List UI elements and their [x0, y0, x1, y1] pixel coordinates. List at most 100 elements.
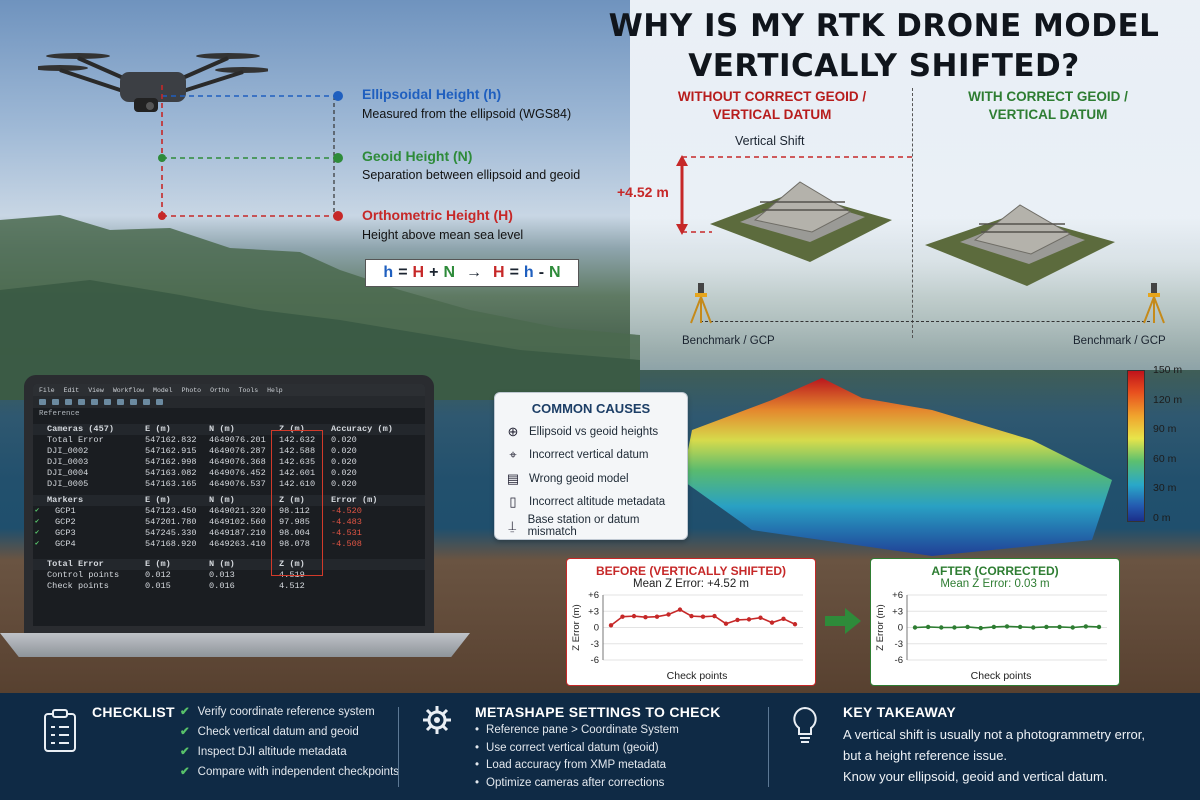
marker-row[interactable]: GCP4 547168.920 4649263.410 98.078 -4.508 ✔ [33, 539, 425, 550]
menu-item[interactable]: Workflow [112, 386, 145, 394]
camera-row[interactable]: DJI_0003 547162.998 4649076.368 142.635 0.02… [33, 457, 425, 468]
tool-icon[interactable] [78, 399, 85, 405]
menu-item[interactable]: Model [153, 386, 173, 394]
cause-item: ⊕ Ellipsoid vs geoid heights [505, 420, 677, 444]
legend-tick-label: 30 m [1153, 482, 1177, 494]
camera-row[interactable]: DJI_0004 547163.082 4649076.452 142.601 0.02… [33, 468, 425, 479]
table-cell: 4.512 [279, 581, 305, 591]
table-cell: -4.483 [331, 517, 362, 527]
column-header: N (m) [209, 424, 235, 434]
table-cell: GCP4 [55, 539, 76, 549]
data-point [608, 623, 614, 628]
y-tick-label: +3 [588, 606, 599, 617]
table-cell: 142.632 [279, 435, 316, 445]
checklist-item-text: Check vertical datum and geoid [197, 726, 359, 738]
data-point [1031, 625, 1036, 630]
marker-row[interactable]: GCP3 547245.330 4649187.210 98.004 -4.531 ✔ [33, 528, 425, 539]
table-cell: 547163.082 [145, 468, 197, 478]
data-point [1017, 624, 1023, 630]
vertical-shift-value: +4.52 m [617, 184, 669, 200]
table-cell: GCP2 [55, 517, 76, 527]
reference-table: Cameras (457) E (m) N (m) Z (m) Accuracy (m)… [33, 424, 425, 624]
tool-icon[interactable] [143, 399, 150, 405]
camera-row[interactable]: DJI_0002 547162.915 4649076.287 142.588 0.02… [33, 446, 425, 457]
after-chart-subtitle: Mean Z Error: 0.03 m [940, 578, 1050, 590]
marker-row[interactable]: GCP1 547123.450 4649021.320 98.112 -4.520 ✔ [33, 506, 425, 517]
camera-row[interactable]: DJI_0005 547163.165 4649076.537 142.610 0.02… [33, 479, 425, 490]
table-cell: 4649102.560 [209, 517, 266, 527]
check-icon: ✔ [180, 766, 190, 778]
menu-item[interactable]: File [39, 386, 55, 394]
settings-list: • Reference pane > Coordinate System • Use … [475, 722, 679, 792]
table-cell: 0.020 [331, 435, 357, 445]
menu-item[interactable]: Edit [63, 386, 80, 394]
reference-pane-title: Reference [39, 410, 80, 418]
menu-item[interactable]: View [88, 386, 104, 394]
menu-item[interactable]: Tools [238, 386, 259, 394]
table-cell: 142.588 [279, 446, 316, 456]
table-cell: GCP3 [55, 528, 76, 538]
table-cell: 4649021.320 [209, 506, 266, 516]
bullet-icon: • [475, 776, 480, 789]
without-geoid-line2: VERTICAL DATUM [712, 107, 832, 122]
check-icon: ✔ [180, 706, 190, 718]
tool-icon[interactable] [104, 399, 111, 405]
column-header: Cameras (457) [47, 424, 115, 434]
z-column-highlight [271, 430, 323, 576]
checkbox-icon[interactable]: ✔ [35, 507, 40, 515]
marker-row[interactable]: GCP2 547201.780 4649102.560 97.985 -4.483 ✔ [33, 517, 425, 528]
y-tick-label: 0 [898, 623, 903, 634]
with-geoid-heading: WITH CORRECT GEOID / VERTICAL DATUM [928, 88, 1168, 124]
tool-icon[interactable] [39, 399, 46, 405]
model-shifted-image [710, 181, 892, 262]
bullet-icon: • [475, 759, 480, 771]
ellipsoidal-height-label: Ellipsoidal Height (h) [362, 86, 502, 102]
tool-icon[interactable] [52, 399, 59, 405]
formula-h: h [383, 264, 394, 281]
before-chart-subtitle: Mean Z Error: +4.52 m [633, 578, 749, 590]
data-point [620, 614, 625, 619]
y-tick-label: -3 [591, 639, 599, 650]
formula-H2: H [493, 264, 505, 281]
benchmark-right-label: Benchmark / GCP [1073, 335, 1166, 347]
table-cell: Total Error [47, 435, 104, 445]
table-cell: 0.020 [331, 446, 357, 456]
formula-H: H [412, 264, 425, 281]
checkbox-icon[interactable]: ✔ [35, 518, 40, 526]
tool-icon[interactable] [117, 399, 124, 405]
menu-item[interactable]: Ortho [210, 386, 230, 394]
table-cell: DJI_0005 [47, 479, 89, 489]
formula-h2: h [523, 264, 534, 281]
checkbox-icon[interactable]: ✔ [35, 540, 40, 548]
total-error-row: Check points 0.015 0.016 4.512 [33, 581, 425, 592]
data-point [939, 625, 944, 630]
tool-icon[interactable] [65, 399, 72, 405]
formula-arrow: → [466, 264, 482, 281]
menu-bar: File Edit View Workflow Model Photo Ortho Tools… [33, 384, 425, 396]
benchmark-left-label: Benchmark / GCP [682, 335, 775, 347]
table-cell: 4649076.201 [209, 435, 266, 445]
column-header: Z (m) [279, 495, 305, 505]
checkbox-icon[interactable]: ✔ [35, 529, 40, 537]
cause-text: Incorrect altitude metadata [529, 496, 666, 509]
shift-arrow [676, 155, 912, 235]
settings-item: • Optimize cameras after corrections [475, 775, 679, 793]
tool-icon[interactable] [91, 399, 98, 405]
menu-item[interactable]: Help [267, 386, 283, 394]
settings-item-text: Optimize cameras after corrections [486, 776, 665, 789]
data-point [654, 614, 660, 619]
column-header: Total Error [47, 559, 104, 569]
markers-header-row: Markers E (m) N (m) Z (m) Error (m) [33, 495, 425, 506]
tool-icon[interactable] [130, 399, 137, 405]
legend-tick-label: 0 m [1153, 511, 1171, 524]
camera-row[interactable]: Total Error 547162.832 4649076.201 142.632 0… [33, 435, 425, 446]
menu-item[interactable]: Photo [181, 386, 202, 394]
table-cell: 547162.832 [145, 435, 197, 445]
geoid-height-label: Geoid Height (N) [362, 148, 473, 164]
top-right-panel-bg [630, 0, 1200, 370]
orthometric-height-desc: Height above mean sea level [362, 228, 524, 242]
check-icon: ✔ [180, 746, 190, 758]
table-cell: 97.985 [279, 517, 310, 527]
tool-icon[interactable] [156, 399, 163, 405]
y-tick-label: 0 [594, 623, 599, 634]
